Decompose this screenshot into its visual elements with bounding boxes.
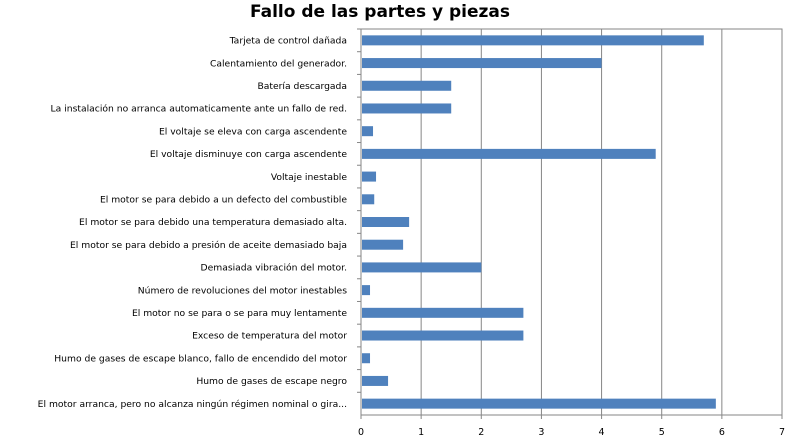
category-label: Calentamiento del generador. bbox=[210, 58, 347, 69]
category-label: La instalación no arranca automaticament… bbox=[51, 104, 347, 115]
x-tick-label: 0 bbox=[358, 427, 364, 438]
category-label: El motor se para debido a un defecto del… bbox=[100, 194, 347, 205]
bar bbox=[362, 194, 375, 205]
category-label: Demasiada vibración del motor. bbox=[201, 263, 347, 274]
bar bbox=[362, 262, 482, 273]
category-label: Exceso de temperatura del motor bbox=[192, 331, 347, 342]
x-tick-label: 4 bbox=[599, 427, 605, 438]
bar bbox=[362, 148, 656, 159]
category-label: El motor arranca, pero no alcanza ningún… bbox=[38, 399, 347, 410]
category-label: Voltaje inestable bbox=[271, 172, 348, 183]
bar bbox=[362, 58, 602, 69]
bar bbox=[362, 398, 716, 409]
category-label: El voltaje disminuye con carga ascendent… bbox=[150, 149, 348, 160]
category-label: El motor se para debido una temperatura … bbox=[79, 217, 347, 228]
bar bbox=[362, 80, 452, 91]
bar bbox=[362, 239, 404, 250]
bar bbox=[362, 285, 371, 296]
bar bbox=[362, 103, 452, 114]
x-tick-label: 2 bbox=[478, 427, 484, 438]
x-tick-label: 6 bbox=[719, 427, 725, 438]
x-tick-label: 7 bbox=[779, 427, 785, 438]
category-label: Batería descargada bbox=[257, 81, 347, 92]
bar bbox=[362, 330, 524, 341]
category-label: Humo de gases de escape blanco, fallo de… bbox=[54, 353, 347, 364]
x-tick-label: 3 bbox=[538, 427, 544, 438]
bar bbox=[362, 35, 704, 46]
x-tick-label: 5 bbox=[659, 427, 665, 438]
x-tick-label: 1 bbox=[418, 427, 424, 438]
bar bbox=[362, 353, 371, 364]
category-label: El motor se para debido a presión de ace… bbox=[70, 240, 347, 251]
category-label: El motor no se para o se para muy lentam… bbox=[132, 308, 347, 319]
category-label: Tarjeta de control dañada bbox=[229, 36, 347, 47]
bar bbox=[362, 307, 524, 318]
category-label: El voltaje se eleva con carga ascendente bbox=[159, 126, 347, 137]
category-label: Número de revoluciones del motor inestab… bbox=[138, 285, 347, 296]
chart-title: Fallo de las partes y piezas bbox=[249, 2, 511, 22]
category-label: Humo de gases de escape negro bbox=[196, 376, 347, 387]
bar bbox=[362, 217, 410, 227]
bar bbox=[362, 375, 389, 386]
bar bbox=[362, 171, 377, 182]
bar bbox=[362, 126, 374, 137]
